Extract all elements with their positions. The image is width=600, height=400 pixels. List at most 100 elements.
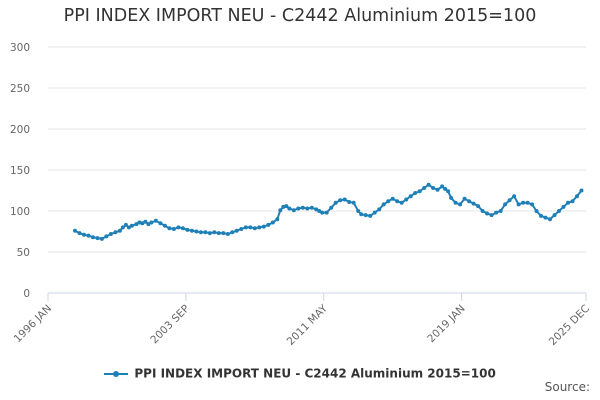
data-point[interactable] — [300, 205, 305, 210]
legend[interactable]: PPI INDEX IMPORT NEU - C2442 Aluminium 2… — [0, 366, 600, 381]
data-point[interactable] — [539, 213, 543, 218]
data-point[interactable] — [234, 228, 239, 233]
data-point[interactable] — [575, 194, 579, 199]
data-point[interactable] — [129, 223, 134, 228]
data-point[interactable] — [440, 184, 445, 189]
data-point[interactable] — [557, 209, 561, 213]
data-point[interactable] — [443, 186, 448, 191]
data-point[interactable] — [543, 215, 548, 220]
data-point[interactable] — [338, 198, 343, 203]
data-point[interactable] — [296, 206, 301, 211]
data-point[interactable] — [516, 202, 521, 207]
data-point[interactable] — [377, 207, 382, 212]
data-point[interactable] — [525, 200, 530, 205]
data-point[interactable] — [243, 225, 248, 230]
data-point[interactable] — [281, 204, 286, 209]
data-point[interactable] — [261, 224, 266, 229]
data-point[interactable] — [422, 186, 427, 190]
data-point[interactable] — [485, 211, 490, 216]
data-point[interactable] — [230, 230, 235, 235]
data-point[interactable] — [212, 230, 217, 235]
data-point[interactable] — [146, 222, 151, 227]
data-point[interactable] — [494, 210, 499, 215]
data-point[interactable] — [185, 227, 190, 232]
data-point[interactable] — [252, 226, 257, 231]
data-point[interactable] — [417, 189, 422, 194]
data-point[interactable] — [342, 197, 347, 202]
data-point[interactable] — [489, 213, 494, 218]
data-point[interactable] — [180, 226, 185, 231]
data-point[interactable] — [126, 225, 131, 230]
data-point[interactable] — [386, 199, 391, 204]
data-point[interactable] — [363, 213, 368, 218]
data-point[interactable] — [86, 233, 91, 238]
data-point[interactable] — [446, 189, 451, 194]
data-point[interactable] — [390, 196, 395, 201]
data-point[interactable] — [207, 231, 212, 236]
data-point[interactable] — [158, 221, 163, 226]
data-point[interactable] — [372, 210, 377, 215]
data-point[interactable] — [153, 218, 158, 223]
data-point[interactable] — [395, 199, 400, 204]
data-point[interactable] — [216, 231, 221, 236]
data-point[interactable] — [134, 222, 139, 227]
data-point[interactable] — [176, 225, 181, 230]
data-point[interactable] — [579, 188, 584, 193]
data-point[interactable] — [99, 236, 104, 241]
data-point[interactable] — [399, 200, 404, 205]
data-point[interactable] — [239, 227, 244, 231]
data-point[interactable] — [480, 209, 485, 213]
data-point[interactable] — [270, 220, 275, 225]
data-point[interactable] — [566, 200, 570, 205]
data-point[interactable] — [512, 194, 517, 199]
data-point[interactable] — [73, 228, 77, 233]
data-point[interactable] — [203, 230, 208, 235]
data-point[interactable] — [507, 198, 512, 203]
data-point[interactable] — [467, 199, 472, 204]
data-point[interactable] — [404, 197, 409, 202]
data-point[interactable] — [320, 210, 325, 215]
data-point[interactable] — [408, 194, 413, 199]
data-point[interactable] — [570, 199, 575, 204]
data-point[interactable] — [284, 204, 289, 209]
data-point[interactable] — [317, 209, 322, 213]
data-point[interactable] — [221, 231, 226, 236]
data-point[interactable] — [95, 236, 100, 241]
data-point[interactable] — [104, 234, 109, 239]
data-point[interactable] — [498, 209, 503, 213]
data-point[interactable] — [435, 187, 440, 192]
data-point[interactable] — [561, 204, 566, 209]
data-point[interactable] — [462, 196, 467, 201]
data-point[interactable] — [381, 202, 386, 207]
data-point[interactable] — [266, 222, 271, 227]
data-point[interactable] — [476, 204, 481, 209]
data-point[interactable] — [149, 220, 154, 225]
data-point[interactable] — [521, 200, 526, 205]
data-point[interactable] — [162, 223, 167, 228]
data-point[interactable] — [291, 208, 296, 213]
data-point[interactable] — [171, 227, 176, 231]
data-point[interactable] — [359, 212, 364, 217]
data-point[interactable] — [137, 220, 142, 225]
data-point[interactable] — [120, 225, 125, 230]
data-point[interactable] — [347, 200, 352, 204]
data-point[interactable] — [329, 205, 334, 210]
data-point[interactable] — [198, 230, 203, 235]
data-point[interactable] — [248, 225, 253, 230]
data-point[interactable] — [458, 202, 463, 207]
data-point[interactable] — [91, 235, 95, 240]
data-point[interactable] — [82, 232, 86, 237]
data-point[interactable] — [534, 209, 539, 213]
data-point[interactable] — [117, 228, 122, 233]
data-point[interactable] — [113, 230, 118, 235]
data-point[interactable] — [167, 226, 172, 231]
data-point[interactable] — [552, 213, 557, 218]
data-point[interactable] — [333, 200, 338, 205]
data-point[interactable] — [368, 213, 373, 218]
data-point[interactable] — [449, 195, 454, 200]
data-point[interactable] — [140, 221, 145, 226]
data-point[interactable] — [453, 200, 458, 205]
data-point[interactable] — [225, 232, 230, 236]
data-point[interactable] — [503, 202, 508, 207]
data-point[interactable] — [548, 217, 552, 222]
